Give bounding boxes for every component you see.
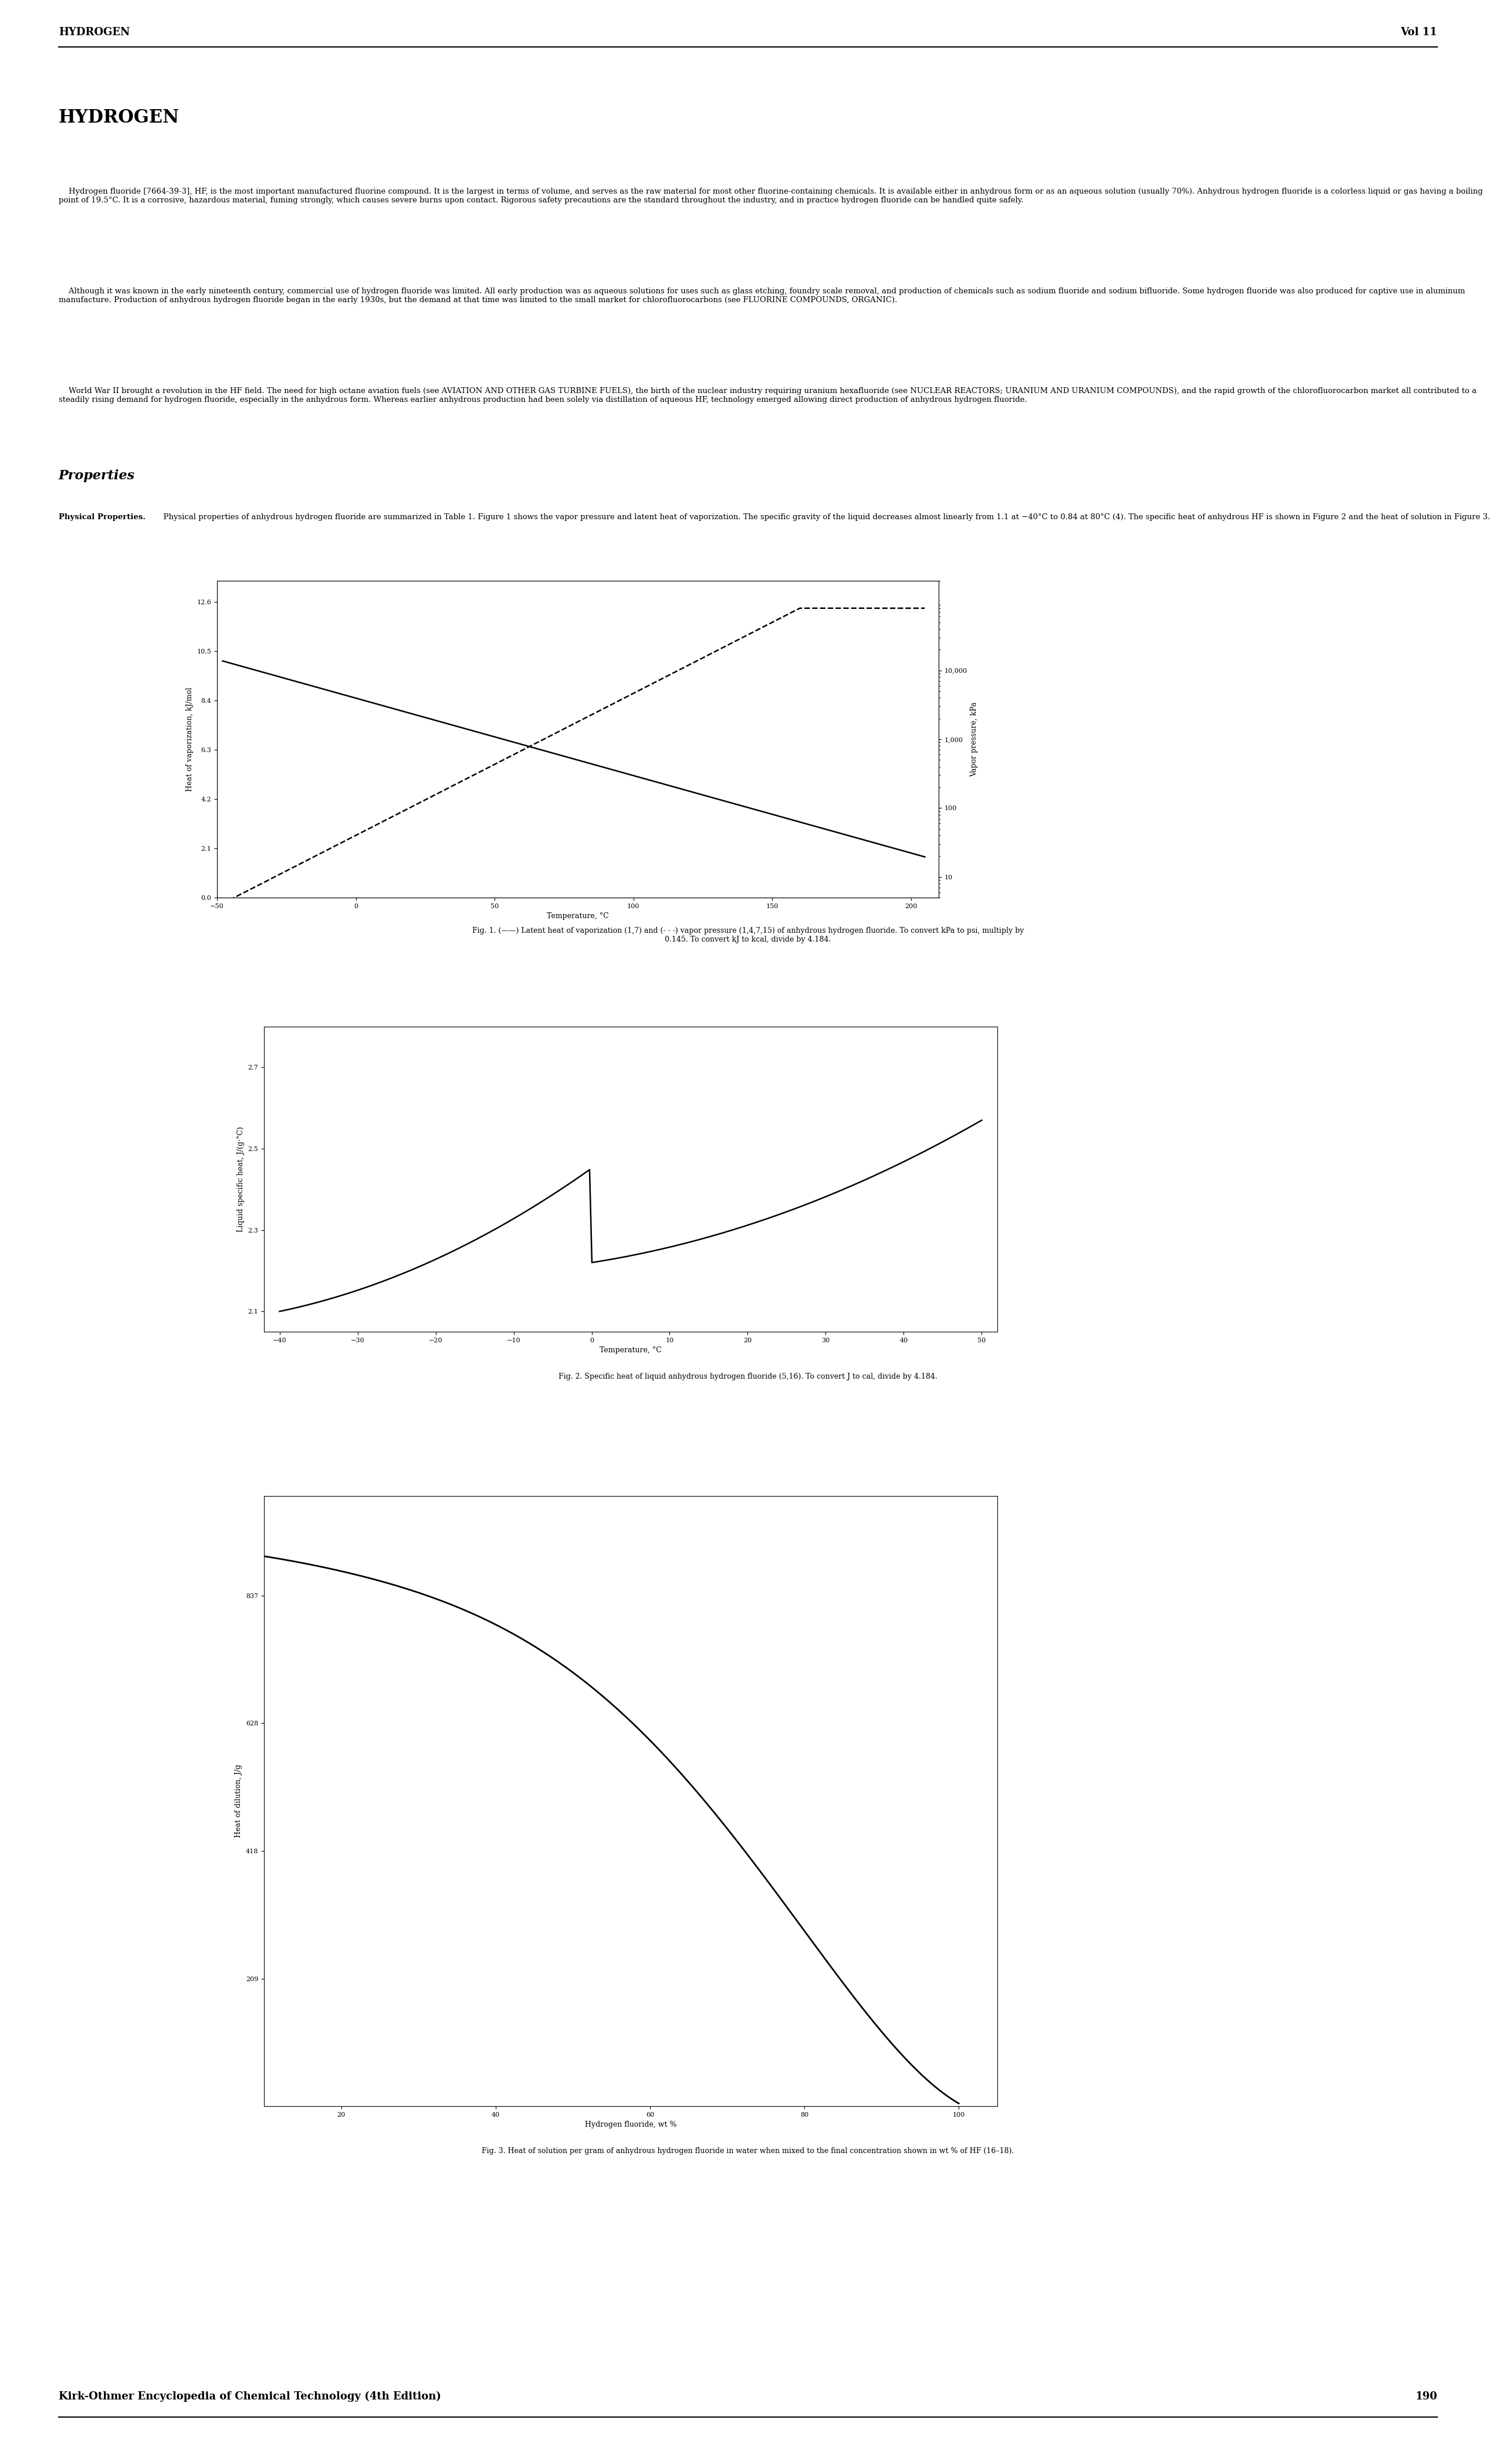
Y-axis label: Liquid specific heat, J/(g·°C): Liquid specific heat, J/(g·°C) — [236, 1126, 245, 1232]
Y-axis label: Heat of vaporization, kJ/mol: Heat of vaporization, kJ/mol — [186, 687, 193, 791]
X-axis label: Hydrogen fluoride, wt %: Hydrogen fluoride, wt % — [585, 2122, 676, 2129]
Text: Properties: Properties — [58, 468, 135, 483]
Y-axis label: Vapor pressure, kPa: Vapor pressure, kPa — [971, 702, 978, 776]
Text: 190: 190 — [1415, 2390, 1438, 2402]
X-axis label: Temperature, °C: Temperature, °C — [600, 1345, 661, 1355]
Text: Although it was known in the early nineteenth century, commercial use of hydroge: Although it was known in the early ninet… — [58, 288, 1465, 303]
Text: Vol 11: Vol 11 — [1400, 27, 1438, 37]
Text: World War II brought a revolution in the HF field. The need for high octane avia: World War II brought a revolution in the… — [58, 387, 1477, 404]
Text: Fig. 3. Heat of solution per gram of anhydrous hydrogen fluoride in water when m: Fig. 3. Heat of solution per gram of anh… — [482, 2146, 1014, 2156]
Text: Kirk-Othmer Encyclopedia of Chemical Technology (4th Edition): Kirk-Othmer Encyclopedia of Chemical Tec… — [58, 2390, 441, 2402]
Text: Fig. 2. Specific heat of liquid anhydrous hydrogen fluoride (5,16). To convert J: Fig. 2. Specific heat of liquid anhydrou… — [558, 1372, 938, 1380]
X-axis label: Temperature, °C: Temperature, °C — [548, 912, 609, 919]
Text: HYDROGEN: HYDROGEN — [58, 108, 180, 126]
Text: Hydrogen fluoride [7664-39-3], HF, is the most important manufactured fluorine c: Hydrogen fluoride [7664-39-3], HF, is th… — [58, 187, 1483, 205]
Text: Physical Properties.: Physical Properties. — [58, 513, 145, 520]
Text: Fig. 1. (——) Latent heat of vaporization (1,7) and (- - -) vapor pressure (1,4,7: Fig. 1. (——) Latent heat of vaporization… — [473, 926, 1023, 944]
Text: Physical properties of anhydrous hydrogen fluoride are summarized in Table 1. Fi: Physical properties of anhydrous hydroge… — [159, 513, 1490, 520]
Text: HYDROGEN: HYDROGEN — [58, 27, 130, 37]
Y-axis label: Heat of dilution, J/g: Heat of dilution, J/g — [235, 1764, 242, 1838]
